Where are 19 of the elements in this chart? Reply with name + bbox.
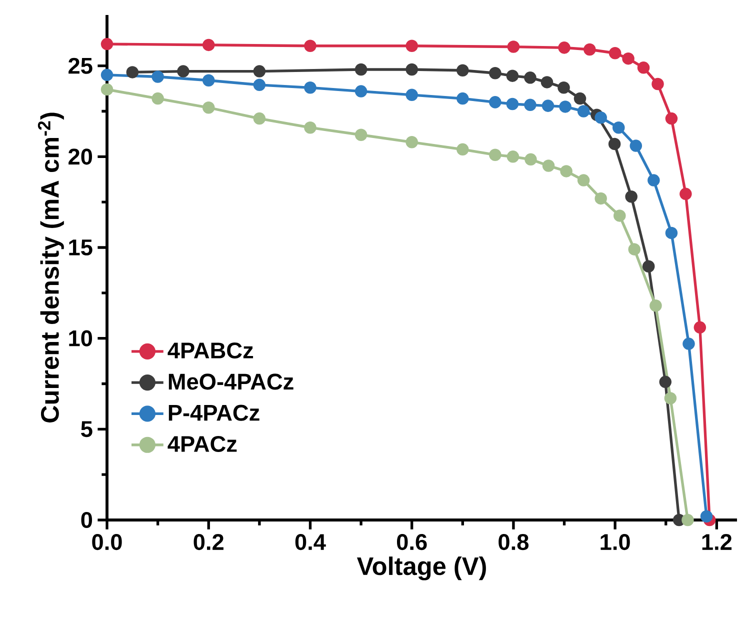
y-tick-label: 10	[69, 330, 92, 346]
x-tick-label: 0.0	[92, 534, 122, 550]
y-tick-label: 25	[68, 58, 92, 74]
legend-label: 4PACz	[168, 436, 237, 452]
y-tick-label: 20	[68, 148, 92, 165]
x-axis-title: Voltage (V)	[356, 556, 486, 580]
y-axis-title: Current density (mA cm$^{-2}$)	[38, 112, 64, 422]
legend-label: MeO-4PACz	[168, 374, 294, 390]
x-tick-label: 0.2	[194, 534, 224, 550]
legend-label: 4PABCz	[168, 342, 254, 359]
y-tick-label: 0	[81, 512, 92, 528]
legend-label: P-4PACz	[168, 404, 260, 421]
y-tick-label: 5	[81, 421, 92, 438]
x-tick-label: 0.4	[295, 534, 326, 550]
x-tick-label: 1.0	[600, 534, 630, 550]
x-tick-label: 0.6	[396, 534, 427, 550]
y-tick-label: 15	[69, 240, 92, 256]
x-tick-label: 1.2	[702, 534, 732, 550]
x-tick-label: 0.8	[498, 534, 529, 550]
